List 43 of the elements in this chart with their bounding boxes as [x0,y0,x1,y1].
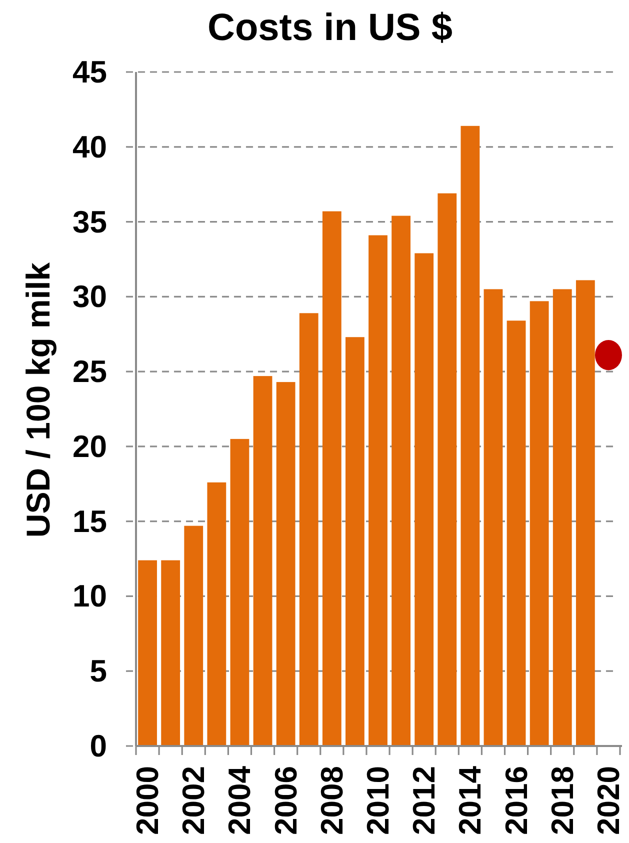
bar [414,253,434,746]
bar [530,301,549,746]
bar [392,216,410,746]
chart-title: Costs in US $ [208,7,452,49]
bar [184,526,204,746]
y-axis-title: USD / 100 kg milk [20,262,56,538]
bar [276,382,296,746]
y-tick-label: 0 [90,728,107,764]
bar [346,337,364,746]
bar [322,211,342,746]
bar [299,313,318,746]
y-tick-label: 30 [72,279,107,314]
x-tick-label: 2000 [130,766,166,835]
bar [253,376,272,746]
y-tick-label: 5 [90,654,107,689]
x-tick-label: 2016 [498,766,534,835]
x-tick-label: 2004 [222,765,258,835]
bar [438,193,457,746]
x-tick-label: 2020 [590,766,626,835]
bar [484,289,503,746]
x-tick-label: 2008 [314,766,350,835]
x-tick-label: 2006 [268,766,304,835]
bar [506,320,526,746]
y-tick-label: 20 [72,428,107,464]
x-tick-label: 2012 [406,766,442,835]
bar [552,289,572,746]
bar [138,560,157,746]
x-tick-label: 2010 [360,766,396,835]
y-tick-label: 35 [72,204,107,240]
bar [460,126,480,746]
x-tick-label: 2014 [452,765,488,835]
y-tick-label: 25 [72,354,107,390]
y-tick-label: 10 [72,578,107,614]
y-tick-label: 45 [72,54,107,90]
x-tick-label: 2018 [544,766,580,835]
y-tick-label: 15 [72,504,107,539]
bar [207,482,226,746]
bar [368,235,388,746]
y-tick-label: 40 [72,129,107,164]
bar [230,438,250,746]
bar [576,280,595,746]
bar [161,560,180,746]
x-tick-label: 2002 [176,766,212,835]
